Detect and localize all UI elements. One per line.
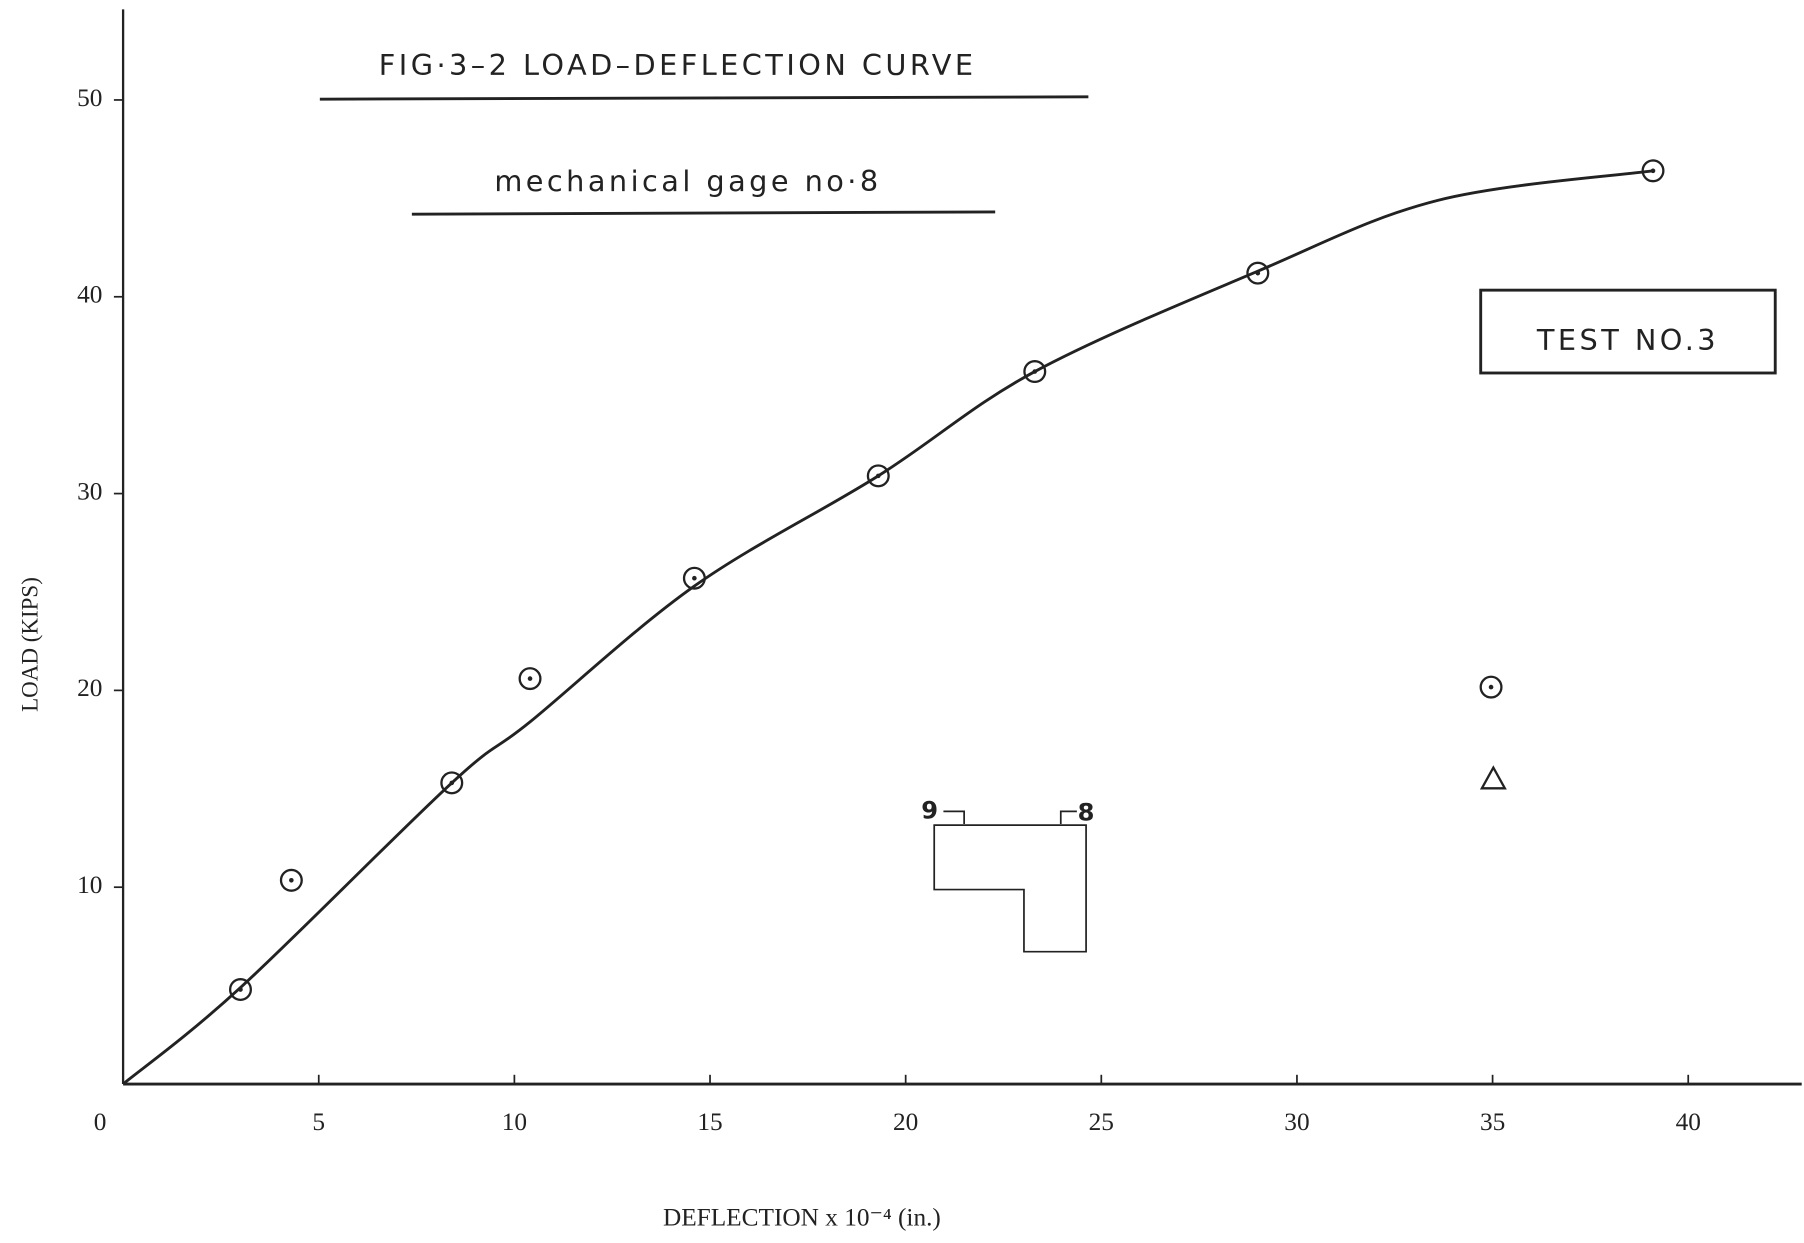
legend-symbol-circle bbox=[1479, 675, 1503, 699]
point-dot bbox=[289, 878, 294, 883]
data-point bbox=[682, 566, 706, 590]
data-point bbox=[1023, 360, 1047, 384]
point-ring bbox=[1246, 261, 1270, 285]
data-point bbox=[279, 868, 303, 892]
fitted-curve bbox=[122, 169, 1654, 1086]
gage-marks bbox=[943, 810, 1077, 824]
y-axis-label: LOAD (KIPS) bbox=[16, 577, 42, 712]
data-point bbox=[228, 978, 252, 1002]
diagram-label: 9 bbox=[921, 796, 938, 824]
data-point bbox=[866, 464, 890, 488]
chart-subtitle: mechanical gage no·8 bbox=[494, 164, 881, 198]
point-ring bbox=[1641, 159, 1665, 183]
point-ring bbox=[682, 566, 706, 590]
point-dot bbox=[449, 780, 455, 786]
data-point bbox=[440, 771, 464, 795]
data-point bbox=[1246, 261, 1270, 285]
x-tick-label: 0 bbox=[94, 1108, 107, 1136]
x-tick-label: 20 bbox=[893, 1108, 918, 1136]
x-axis-label: DEFLECTION x 10⁻⁴ (in.) bbox=[663, 1204, 941, 1232]
point-dot bbox=[1032, 369, 1038, 374]
x-tick-label: 30 bbox=[1284, 1108, 1309, 1136]
y-tick-label: 20 bbox=[77, 674, 102, 702]
x-tick-label: 5 bbox=[312, 1108, 325, 1136]
y-tick-label: 30 bbox=[77, 477, 102, 505]
x-tick-label: 10 bbox=[502, 1108, 527, 1136]
point-dot bbox=[527, 676, 533, 681]
point-dot bbox=[1650, 168, 1656, 174]
x-tick-label: 15 bbox=[697, 1108, 722, 1136]
x-tick-label: 25 bbox=[1089, 1108, 1114, 1136]
point-ring bbox=[440, 771, 464, 795]
point-dot bbox=[692, 575, 697, 581]
section-sketch bbox=[933, 824, 1087, 953]
data-point bbox=[1641, 159, 1665, 183]
point-ring bbox=[279, 868, 303, 892]
point-dot bbox=[875, 473, 881, 479]
annotation-box bbox=[1479, 288, 1777, 375]
annotation: TEST NO.3 bbox=[1536, 323, 1719, 357]
y-tick-label: 40 bbox=[77, 281, 102, 309]
x-tick-label: 40 bbox=[1676, 1108, 1701, 1136]
point-ring bbox=[866, 464, 890, 488]
legend-symbol-triangle bbox=[1479, 765, 1507, 790]
legend-symbol-dot bbox=[1488, 684, 1494, 690]
point-ring bbox=[518, 667, 542, 691]
subtitle-underline bbox=[411, 210, 996, 216]
data-point bbox=[518, 667, 542, 691]
point-dot bbox=[238, 987, 243, 992]
x-tick-label: 35 bbox=[1480, 1108, 1505, 1136]
point-dot bbox=[1255, 270, 1261, 276]
y-tick-label: 10 bbox=[77, 871, 102, 899]
point-ring bbox=[1023, 360, 1047, 384]
y-tick-label: 50 bbox=[77, 84, 102, 112]
point-ring bbox=[228, 978, 252, 1002]
diagram-label: 8 bbox=[1078, 799, 1095, 827]
title-underline bbox=[319, 95, 1089, 101]
chart-title: FIG·3–2 LOAD–DEFLECTION CURVE bbox=[379, 48, 977, 82]
